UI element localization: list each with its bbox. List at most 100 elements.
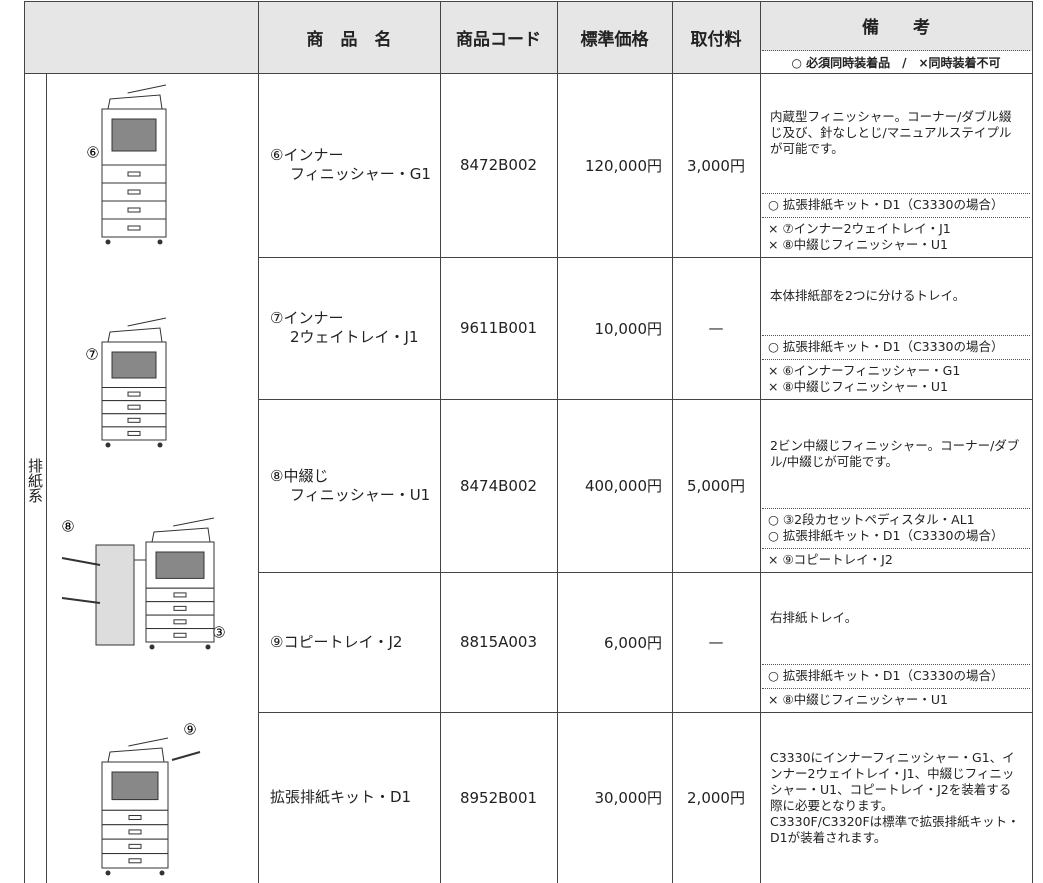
col-border [46, 73, 47, 883]
printer-output [111, 351, 157, 379]
required-list: ○ 拡張排紙キット・D1（C3330の場合） [760, 335, 1032, 359]
image-label: ⑦ [85, 346, 98, 364]
wheel [157, 442, 163, 448]
remarks-divider [762, 548, 1030, 549]
install-fee: — [708, 633, 724, 651]
drawer-handle [127, 207, 141, 213]
remarks-divider [762, 688, 1030, 689]
drawer-handle [173, 605, 187, 611]
install-fee: — [708, 319, 724, 337]
printer-scanner [107, 747, 165, 763]
required-list-item: ○ 拡張排紙キット・D1（C3330の場合） [768, 339, 1004, 354]
printer-output [111, 771, 159, 801]
header-fee: 取付料 [690, 29, 742, 50]
printer-scanner [151, 527, 211, 543]
wheel [159, 870, 165, 876]
remarks-divider [762, 217, 1030, 218]
product-name: ⑨コピートレイ・J2 [258, 572, 440, 712]
note-text: C3330F/C3320Fは標準で拡張排紙キット・D1が装着されます。 [770, 813, 1020, 845]
drawer-handle [127, 404, 141, 410]
row-border [258, 257, 1032, 258]
remarks-note: C3330にインナーフィニッシャー・G1、インナー2ウェイトレイ・J1、中綴じフ… [760, 712, 1032, 883]
printer-drawer [145, 601, 215, 616]
header-code: 商品コード [456, 29, 541, 50]
excluded-list: × ⑥インナーフィニッシャー・G1 × ⑧中綴じフィニッシャー・U1 [760, 359, 1032, 399]
remarks-divider [762, 193, 1030, 194]
drawer-handle [127, 391, 141, 397]
drawer-handle [128, 815, 142, 821]
required-list-item: ○ ③2段カセットペディスタル・AL1 [768, 512, 975, 527]
remarks-note: 内蔵型フィニッシャー。コーナー/ダブル綴じ及び、針なしとじ/マニュアルステイプル… [760, 73, 1032, 193]
header-divider [762, 50, 1030, 51]
printer-scanner [107, 94, 163, 110]
excluded-list-item: × ⑥インナーフィニッシャー・G1 [768, 363, 961, 378]
excluded-list-item: × ⑧中綴じフィニッシャー・U1 [768, 379, 949, 394]
printer-drawer [101, 824, 169, 840]
install-fee: 5,000円 [687, 477, 745, 495]
wheel [105, 870, 111, 876]
finisher-tray [61, 597, 101, 604]
drawer-handle [128, 843, 142, 849]
required-list-item: ○ 拡張排紙キット・D1（C3330の場合） [768, 668, 1004, 683]
image-label: ⑧ [61, 518, 74, 536]
col-border [672, 1, 673, 883]
drawer-handle [173, 592, 187, 598]
drawer-handle [127, 430, 141, 436]
price: 6,000円 [604, 633, 662, 652]
printer-drawer [145, 587, 215, 603]
header-legend: ○ 必須同時装着品 / ×同時装着不可 [791, 55, 1001, 70]
note-text: C3330にインナーフィニッシャー・G1、インナー2ウェイトレイ・J1、中綴じフ… [770, 749, 1015, 813]
excluded-list-item: × ⑧中綴じフィニッシャー・U1 [768, 237, 949, 252]
printer-drawer [101, 426, 167, 441]
note-text: 本体排紙部を2つに分けるトレイ。 [770, 288, 966, 303]
remarks-divider [762, 359, 1030, 360]
excluded-list: × ⑨コピートレイ・J2 [760, 548, 1032, 572]
image-label: ⑨ [183, 721, 196, 739]
excluded-list: × ⑧中綴じフィニッシャー・U1 [760, 688, 1032, 712]
printer-drawer [101, 387, 167, 402]
drawer-handle [173, 632, 187, 638]
wheel [157, 239, 163, 245]
drawer-handle [128, 829, 142, 835]
header-name: 商 品 名 [306, 29, 392, 50]
row-border [258, 572, 1032, 573]
printer-drawer [101, 218, 167, 238]
product-code: 8472B002 [459, 156, 538, 174]
drawer-handle [127, 171, 141, 177]
header-remarks: 備 考 [862, 17, 930, 38]
drawer-handle [127, 189, 141, 195]
row-border [258, 399, 1032, 400]
printer-panel [173, 517, 215, 527]
printer-scanner [107, 327, 163, 343]
note-text: 右排紙トレイ。 [770, 610, 858, 625]
printer-drawer [101, 200, 167, 220]
printer-drawer [145, 614, 215, 630]
price: 30,000円 [594, 789, 663, 807]
product-name-line: ⑦インナー [270, 309, 344, 327]
copy-tray [171, 751, 201, 761]
col-border [24, 1, 25, 883]
drawer-handle [127, 225, 141, 231]
category: 排紙系 [26, 457, 44, 503]
install-fee: 3,000円 [687, 156, 745, 175]
legend-bg [761, 51, 1032, 73]
col-border [1032, 1, 1033, 883]
note-text: 2ビン中綴じフィニッシャー。コーナー/ダブル/中綴じが可能です。 [770, 437, 1020, 469]
excluded-list-item: × ⑦インナー2ウェイトレイ・J1 [768, 221, 951, 236]
price: 400,000円 [584, 477, 662, 495]
product-name: ⑥インナー フィニッシャー・G1 [258, 73, 440, 257]
product-name-line: ⑨コピートレイ・J2 [270, 632, 403, 651]
excluded-list: × ⑦インナー2ウェイトレイ・J1 × ⑧中綴じフィニッシャー・U1 [760, 217, 1032, 257]
required-list-item: ○ 拡張排紙キット・D1（C3330の場合） [768, 197, 1004, 212]
finisher-tray [61, 557, 101, 566]
wheel [105, 239, 111, 245]
printer-drawer [101, 838, 169, 855]
remarks-divider [762, 508, 1030, 509]
required-list: ○ ③2段カセットペディスタル・AL1 ○ 拡張排紙キット・D1（C3330の場合… [760, 508, 1032, 548]
product-name-line: フィニッシャー・G1 [290, 165, 431, 183]
product-name: 拡張排紙キット・D1 [258, 712, 440, 883]
product-code: 8952B001 [459, 788, 538, 807]
product-name-line: フィニッシャー・U1 [290, 485, 431, 504]
top-border [24, 1, 1032, 2]
product-code: 8815A003 [459, 633, 538, 651]
